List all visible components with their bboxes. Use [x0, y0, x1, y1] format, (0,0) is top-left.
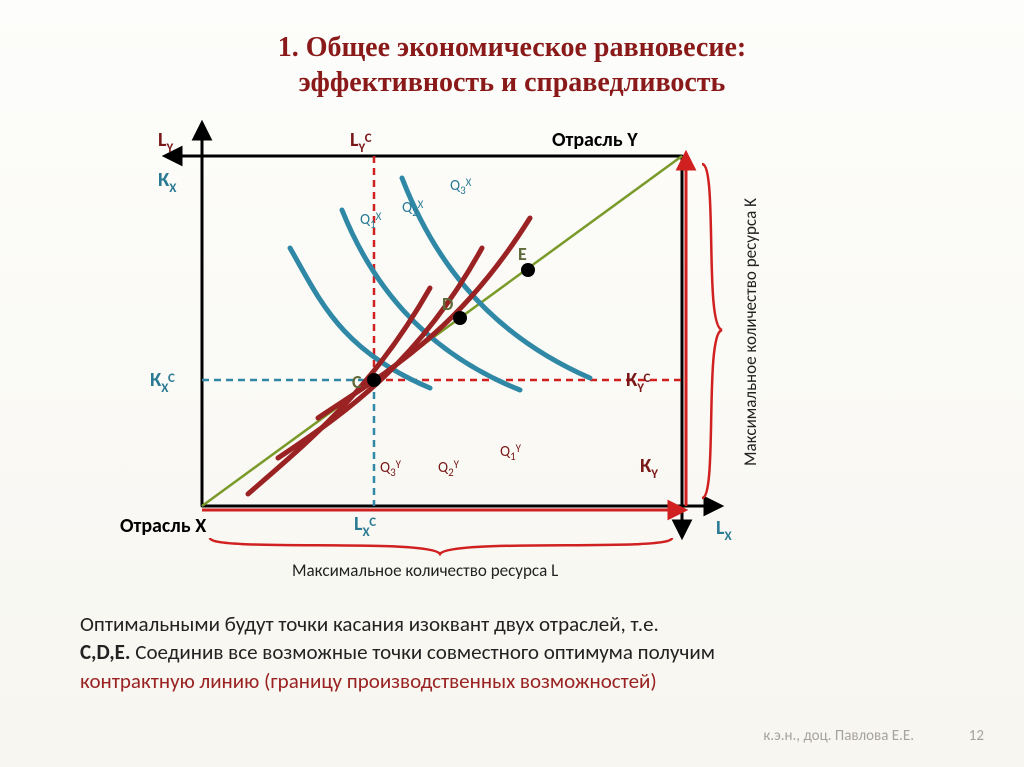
caption-block: Оптимальными будут точки касания изокван… [80, 610, 950, 695]
point-c [367, 373, 381, 387]
lbl-kxc: КXC [150, 368, 175, 396]
bracket-k-label: Максимальное количество ресурса K [740, 198, 761, 466]
point-e [521, 263, 535, 277]
isoquants-y [248, 218, 530, 494]
lbl-branch-y: Отрасль Y [552, 128, 638, 152]
label-c: С [352, 371, 362, 393]
q-labels-x: Q1X Q2X Q3X [360, 176, 472, 231]
point-d [453, 311, 467, 325]
svg-text:Q2Y: Q2Y [438, 458, 460, 479]
lbl-kx: КX [158, 168, 177, 196]
caption-3: контрактную линию (границу производствен… [80, 668, 657, 694]
svg-text:Q3Y: Q3Y [380, 458, 402, 479]
lbl-lx: LX [716, 516, 732, 544]
bracket-l-label: Максимальное количество ресурса L [292, 560, 558, 581]
title-line-1: 1. Общее экономическое равновесие: [278, 32, 746, 63]
bracket-k [702, 164, 722, 498]
lbl-ky: КY [640, 454, 658, 482]
bracket-l [210, 538, 672, 554]
footer-author: к.э.н., доц. Павлова Е.Е. [763, 727, 914, 745]
lbl-ly: LY [158, 128, 173, 156]
footer-page: 12 [969, 727, 984, 745]
lbl-lyc: LYC [350, 128, 372, 156]
label-e: Е [518, 243, 527, 265]
slide-title: 1. Общее экономическое равновесие: эффек… [0, 30, 1024, 100]
lbl-kyc: КYC [626, 368, 651, 396]
label-d: D [442, 293, 453, 315]
caption-points: C,D,E. [80, 639, 131, 665]
caption-1: Оптимальными будут точки касания изокван… [80, 611, 659, 637]
lbl-lxc: LXC [354, 512, 376, 540]
svg-text:Q1X: Q1X [360, 210, 382, 231]
lbl-branch-x: Отрасль Х [120, 514, 206, 538]
q-labels-y: Q1Y Q2Y Q3Y [380, 442, 522, 479]
title-line-2: эффективность и справедливость [299, 67, 726, 98]
svg-text:Q3X: Q3X [450, 176, 472, 197]
contract-line [202, 156, 682, 506]
edgeworth-diagram: С D Е Q1X Q2X Q3X Q1Y Q2Y Q3Y LY КX LYC … [120, 120, 800, 600]
isoquants-x [290, 178, 590, 390]
svg-text:Q1Y: Q1Y [500, 442, 522, 463]
caption-2: Соединив все возможные точки совместного… [131, 639, 715, 665]
